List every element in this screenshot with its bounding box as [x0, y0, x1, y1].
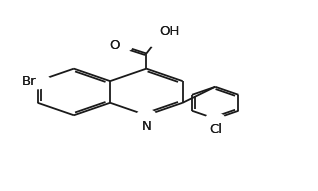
- Text: O: O: [109, 39, 120, 52]
- Circle shape: [25, 74, 50, 89]
- Circle shape: [206, 113, 225, 124]
- Text: O: O: [109, 39, 120, 52]
- Circle shape: [145, 32, 170, 47]
- Text: Cl: Cl: [209, 124, 222, 137]
- Text: OH: OH: [159, 24, 179, 38]
- Text: Br: Br: [21, 75, 36, 88]
- Text: Cl: Cl: [209, 124, 222, 137]
- Text: Br: Br: [21, 75, 36, 88]
- Text: OH: OH: [159, 24, 179, 38]
- Circle shape: [137, 110, 156, 121]
- Text: N: N: [142, 120, 151, 133]
- Circle shape: [114, 40, 132, 52]
- Text: N: N: [142, 120, 151, 133]
